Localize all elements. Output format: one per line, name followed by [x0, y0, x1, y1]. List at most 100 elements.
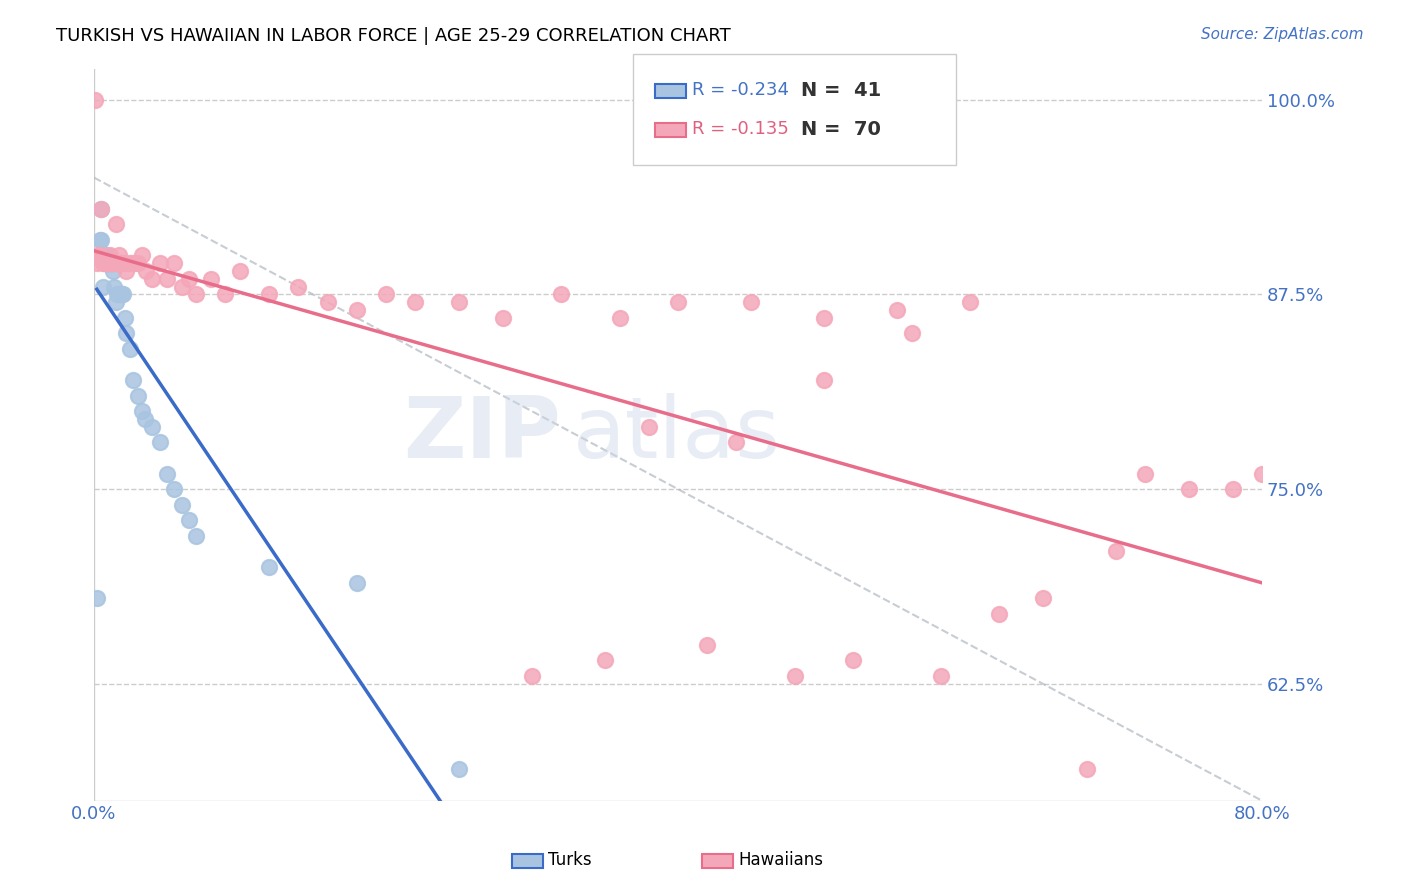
Point — [725, 435, 748, 450]
Point — [121, 256, 143, 270]
Point — [184, 529, 207, 543]
Point — [89, 233, 111, 247]
Point — [609, 310, 631, 325]
Point — [86, 256, 108, 270]
Point — [103, 279, 125, 293]
Point — [257, 287, 280, 301]
Point — [112, 287, 135, 301]
Point — [593, 653, 616, 667]
Point — [1105, 544, 1128, 558]
Point — [637, 419, 659, 434]
Point — [96, 248, 118, 262]
Text: Hawaiians: Hawaiians — [738, 851, 823, 869]
Point — [90, 202, 112, 216]
Point — [94, 256, 117, 270]
Point — [111, 287, 134, 301]
Point — [101, 264, 124, 278]
Point — [200, 272, 222, 286]
Point — [90, 233, 112, 247]
Point — [97, 256, 120, 270]
Point — [100, 256, 122, 270]
Point — [108, 256, 131, 270]
Point — [124, 256, 146, 270]
Point — [346, 302, 368, 317]
Point — [93, 256, 115, 270]
Point — [404, 295, 426, 310]
Point — [156, 272, 179, 286]
Point — [959, 295, 981, 310]
Point — [177, 513, 200, 527]
Point — [96, 256, 118, 270]
Point — [550, 287, 572, 301]
Text: R = -0.234: R = -0.234 — [692, 81, 789, 99]
Point — [316, 295, 339, 310]
Point — [156, 467, 179, 481]
Text: Turks: Turks — [548, 851, 592, 869]
Point — [163, 256, 186, 270]
Point — [740, 295, 762, 310]
Point — [886, 302, 908, 317]
Point — [170, 279, 193, 293]
Point — [1076, 763, 1098, 777]
Point — [141, 419, 163, 434]
Point — [91, 256, 114, 270]
Point — [112, 256, 135, 270]
Point — [107, 248, 129, 262]
Point — [111, 256, 134, 270]
Point — [89, 248, 111, 262]
Point — [127, 389, 149, 403]
Text: TURKISH VS HAWAIIAN IN LABOR FORCE | AGE 25-29 CORRELATION CHART: TURKISH VS HAWAIIAN IN LABOR FORCE | AGE… — [56, 27, 731, 45]
Point — [98, 256, 121, 270]
Point — [900, 326, 922, 341]
Point — [131, 404, 153, 418]
Text: R = -0.135: R = -0.135 — [692, 120, 789, 138]
Point — [115, 264, 138, 278]
Point — [87, 248, 110, 262]
Point — [184, 287, 207, 301]
Point — [97, 256, 120, 270]
Point — [929, 669, 952, 683]
Point — [1222, 482, 1244, 496]
Point — [91, 279, 114, 293]
Point — [97, 256, 120, 270]
Point — [214, 287, 236, 301]
Point — [813, 310, 835, 325]
Point — [93, 248, 115, 262]
Point — [783, 669, 806, 683]
Point — [127, 256, 149, 270]
Point — [842, 653, 865, 667]
Point — [149, 256, 172, 270]
Point — [988, 607, 1011, 621]
Point — [163, 482, 186, 496]
Point — [177, 272, 200, 286]
Text: ZIP: ZIP — [404, 393, 561, 476]
Point — [447, 295, 470, 310]
Point — [105, 256, 128, 270]
Point — [287, 279, 309, 293]
Point — [103, 256, 125, 270]
Point — [98, 248, 121, 262]
Point — [520, 669, 543, 683]
Point — [108, 287, 131, 301]
Point — [118, 256, 141, 270]
Point — [100, 256, 122, 270]
Point — [1251, 467, 1274, 481]
Point — [105, 287, 128, 301]
Point — [96, 256, 118, 270]
Point — [149, 435, 172, 450]
Point — [346, 575, 368, 590]
Point — [374, 287, 396, 301]
Point — [141, 272, 163, 286]
Point — [447, 763, 470, 777]
Point — [104, 217, 127, 231]
Point — [122, 373, 145, 387]
Point — [115, 326, 138, 341]
Point — [131, 248, 153, 262]
Point — [94, 256, 117, 270]
Point — [1032, 591, 1054, 606]
Point — [229, 264, 252, 278]
Point — [666, 295, 689, 310]
Text: Source: ZipAtlas.com: Source: ZipAtlas.com — [1201, 27, 1364, 42]
Point — [98, 256, 121, 270]
Point — [1133, 467, 1156, 481]
